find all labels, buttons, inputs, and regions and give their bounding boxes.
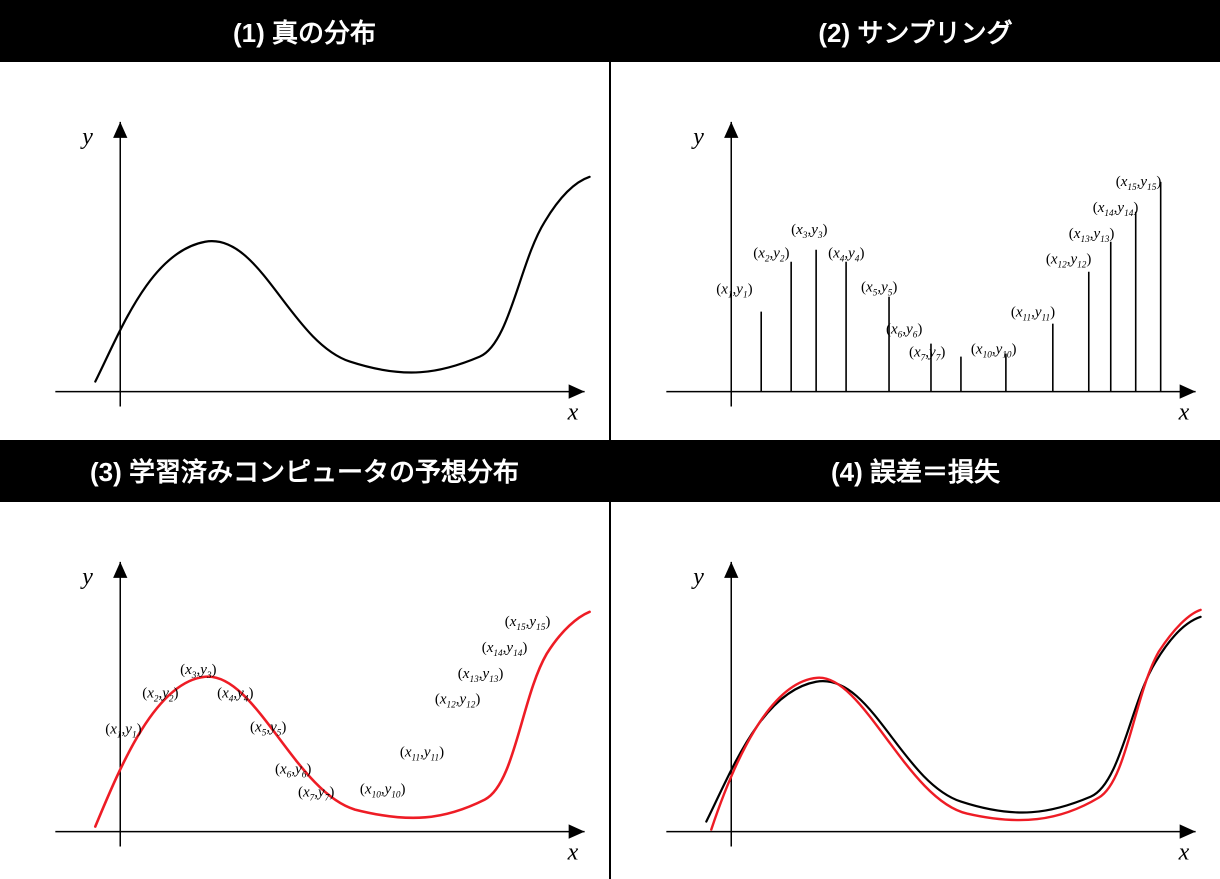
panel-4-header: (4) 誤差＝損失 [611, 440, 1220, 502]
svg-text:(x15,y15): (x15,y15) [1116, 174, 1162, 193]
true-curve [95, 177, 589, 382]
axes: xy [55, 561, 584, 865]
svg-text:(x14,y14): (x14,y14) [482, 639, 528, 658]
panel-grid: (1) 真の分布 xy (2) サンプリング xy (x1,y1)(x2,y2)… [0, 0, 1220, 879]
svg-text:(x4,y4): (x4,y4) [217, 685, 253, 704]
svg-text:x: x [1178, 400, 1190, 426]
svg-text:x: x [1178, 839, 1190, 865]
svg-text:y: y [691, 124, 704, 150]
panel-3-header: (3) 学習済みコンピュータの予想分布 [0, 440, 609, 502]
svg-text:y: y [691, 563, 704, 589]
svg-text:(x7,y7): (x7,y7) [909, 345, 945, 364]
panel-2-chart: x y (x1,y1)(x2,y2)(x3,y3)(x4,y4)(x5,y5)(x… [611, 62, 1220, 440]
panel-3-title: (3) 学習済みコンピュータの予想分布 [90, 452, 519, 489]
panel-2-header: (2) サンプリング [611, 0, 1220, 62]
svg-text:(x11,y11): (x11,y11) [400, 744, 444, 763]
axes: xy [666, 561, 1195, 865]
svg-text:(x11,y11): (x11,y11) [1011, 305, 1055, 324]
panel-2-body: x y (x1,y1)(x2,y2)(x3,y3)(x4,y4)(x5,y5)(x… [611, 62, 1220, 440]
svg-text:(x14,y14): (x14,y14) [1093, 200, 1139, 219]
learned-curve [95, 611, 589, 826]
svg-text:(x1,y1): (x1,y1) [105, 721, 141, 740]
panel-2-title: (2) サンプリング [818, 13, 1012, 50]
svg-text:(x15,y15): (x15,y15) [505, 613, 551, 632]
panel-1-title: (1) 真の分布 [233, 13, 376, 50]
svg-text:x: x [567, 400, 579, 426]
panel-4: (4) 誤差＝損失 xy [611, 440, 1220, 879]
sample-labels: (x1,y1)(x2,y2)(x3,y3)(x4,y4)(x5,y5)(x6,y… [105, 613, 550, 803]
panel-4-body: xy [611, 502, 1220, 879]
true-curve [706, 616, 1200, 821]
svg-text:(x10,y10): (x10,y10) [360, 781, 406, 800]
panel-3: (3) 学習済みコンピュータの予想分布 xy (x1,y1)(x2,y2)(x3… [0, 440, 609, 879]
svg-text:(x7,y7): (x7,y7) [298, 784, 334, 803]
panel-4-title: (4) 誤差＝損失 [831, 452, 1000, 489]
svg-text:(x3,y3): (x3,y3) [791, 222, 827, 241]
sample-labels: (x1,y1)(x2,y2)(x3,y3)(x4,y4)(x5,y5)(x6,y… [716, 174, 1161, 364]
svg-text:(x10,y10): (x10,y10) [971, 342, 1017, 361]
svg-text:y: y [80, 124, 93, 150]
svg-text:x: x [567, 839, 579, 865]
panel-1-body: xy [0, 62, 609, 440]
svg-text:(x1,y1): (x1,y1) [716, 282, 752, 301]
panel-1-header: (1) 真の分布 [0, 0, 609, 62]
svg-text:(x13,y13): (x13,y13) [458, 665, 504, 684]
svg-text:(x12,y12): (x12,y12) [1046, 252, 1092, 271]
panel-4-chart: xy [611, 502, 1220, 879]
learned-curve [711, 609, 1200, 829]
svg-text:y: y [80, 563, 93, 589]
svg-text:(x5,y5): (x5,y5) [861, 280, 897, 299]
panel-2: (2) サンプリング x y (x1,y1)(x2,y2)(x3,y3)(x4,y… [611, 0, 1220, 440]
panel-1: (1) 真の分布 xy [0, 0, 609, 440]
panel-1-chart: xy [0, 62, 609, 440]
axes: xy [55, 122, 584, 426]
panel-3-chart: xy (x1,y1)(x2,y2)(x3,y3)(x4,y4)(x5,y5)(x… [0, 502, 609, 879]
panel-3-body: xy (x1,y1)(x2,y2)(x3,y3)(x4,y4)(x5,y5)(x… [0, 502, 609, 879]
svg-text:(x6,y6): (x6,y6) [886, 322, 922, 341]
svg-text:(x12,y12): (x12,y12) [435, 691, 481, 710]
svg-text:(x5,y5): (x5,y5) [250, 719, 286, 738]
svg-text:(x13,y13): (x13,y13) [1069, 226, 1115, 245]
svg-text:(x2,y2): (x2,y2) [753, 246, 789, 265]
svg-text:(x2,y2): (x2,y2) [142, 685, 178, 704]
svg-text:(x6,y6): (x6,y6) [275, 761, 311, 780]
